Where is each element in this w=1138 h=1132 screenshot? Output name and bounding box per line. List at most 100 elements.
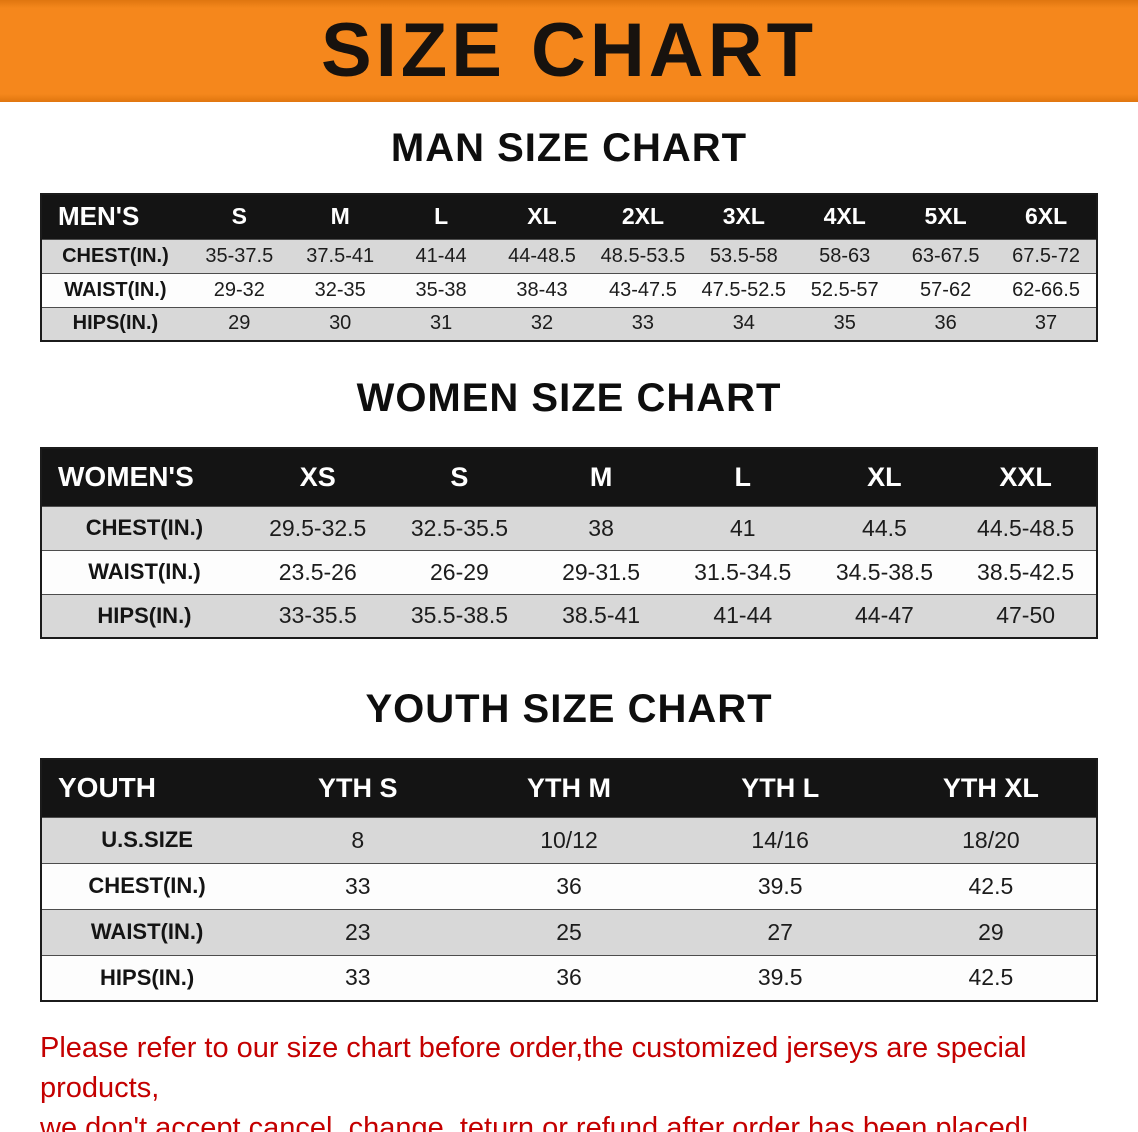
value-cell: 37 [1034, 312, 1058, 335]
value-cell: 47.5-52.5 [701, 278, 787, 301]
size-header-cell: YTH M [526, 772, 611, 803]
value-cell: 33 [631, 312, 655, 335]
value-cell: 33 [344, 872, 371, 899]
value-cell: 29 [228, 312, 251, 335]
value-cell: 35-37.5 [205, 244, 274, 267]
men-size-table: MEN'S S M L XL 2XL 3XL 4XL 5XL 6XL CHEST(IN.) 35-37… [40, 193, 1098, 342]
value-cell: 43-47.5 [608, 278, 677, 301]
row-label-cell: HIPS(IN.) [72, 312, 159, 335]
value-cell: 34 [732, 312, 755, 335]
table-row: WAIST(IN.) 23.5-26 26-29 29-31.5 31.5-34.5 34… [41, 550, 1097, 594]
value-cell: 47-50 [996, 602, 1056, 629]
row-label-cell: HIPS(IN.) [97, 602, 192, 628]
size-header-cell: YTH L [741, 772, 820, 803]
disclaimer-line-2: we don't accept cancel, change, teturn o… [40, 1112, 1029, 1132]
value-cell: 35.5-38.5 [410, 602, 509, 629]
value-cell: 14/16 [751, 826, 809, 853]
size-header-cell: XL [867, 461, 902, 492]
disclaimer-text: Please refer to our size chart before or… [40, 1028, 1110, 1132]
table-row: U.S.SIZE 8 10/12 14/16 18/20 [41, 817, 1097, 863]
table-row: WAIST(IN.) 23 25 27 29 [41, 909, 1097, 955]
value-cell: 67.5-72 [1012, 244, 1080, 267]
value-cell: 35-38 [415, 278, 467, 301]
women-size-section: WOMEN SIZE CHART WOMEN'S XS S M L XL XXL CHEST(… [0, 376, 1138, 639]
size-header-cell: L [734, 461, 752, 492]
value-cell: 32 [530, 312, 554, 335]
value-cell: 27 [767, 918, 793, 945]
value-cell: 38.5-42.5 [977, 558, 1075, 585]
value-cell: 36 [556, 964, 582, 991]
size-header-cell: XL [527, 203, 557, 230]
value-cell: 36 [556, 872, 582, 899]
youth-size-section: YOUTH SIZE CHART YOUTH YTH S YTH M YTH L YTH… [0, 687, 1138, 1002]
disclaimer-line-1: Please refer to our size chart before or… [40, 1032, 1027, 1104]
size-header-cell: 4XL [823, 203, 866, 230]
value-cell: 31 [429, 312, 453, 335]
size-header-cell: S [231, 203, 247, 230]
value-cell: 36 [934, 312, 957, 335]
table-header-row: MEN'S S M L XL 2XL 3XL 4XL 5XL 6XL [41, 194, 1097, 239]
row-label-cell: WAIST(IN.) [90, 919, 204, 944]
value-cell: 23.5-26 [278, 558, 357, 585]
value-cell: 34.5-38.5 [835, 558, 934, 585]
value-cell: 33-35.5 [278, 602, 357, 629]
table-header-row: WOMEN'S XS S M L XL XXL [41, 448, 1097, 506]
value-cell: 32-35 [314, 278, 366, 301]
banner-title: SIZE CHART [321, 8, 817, 93]
row-label-cell: U.S.SIZE [101, 827, 193, 852]
value-cell: 63-67.5 [911, 244, 980, 267]
value-cell: 25 [556, 918, 582, 945]
value-cell: 48.5-53.5 [600, 244, 686, 267]
row-label-cell: WAIST(IN.) [64, 278, 167, 301]
value-cell: 10/12 [540, 826, 598, 853]
row-label-cell: CHEST(IN.) [62, 244, 169, 267]
value-cell: 44.5-48.5 [977, 514, 1075, 541]
value-cell: 29-31.5 [562, 558, 641, 585]
table-row: HIPS(IN.) 33 36 39.5 42.5 [41, 955, 1097, 1001]
value-cell: 39.5 [757, 872, 803, 899]
women-size-table: WOMEN'S XS S M L XL XXL CHEST(IN.) 29.5-32.5 32.5… [40, 447, 1098, 639]
value-cell: 44-47 [855, 602, 914, 629]
row-label-cell: CHEST(IN.) [85, 515, 204, 540]
value-cell: 26-29 [430, 558, 489, 585]
value-cell: 57-62 [920, 278, 972, 301]
size-header-cell: M [589, 461, 613, 492]
size-header-cell: YTH S [318, 772, 398, 803]
table-title-cell: WOMEN'S [58, 461, 194, 493]
value-cell: 39.5 [757, 964, 803, 991]
value-cell: 32.5-35.5 [410, 514, 509, 541]
table-row: CHEST(IN.) 33 36 39.5 42.5 [41, 863, 1097, 909]
value-cell: 38.5-41 [562, 602, 641, 629]
row-label-cell: WAIST(IN.) [88, 559, 201, 584]
table-row: CHEST(IN.) 35-37.5 37.5-41 41-44 44-48.5 48.5… [41, 239, 1097, 273]
table-header-row: YOUTH YTH S YTH M YTH L YTH XL [41, 759, 1097, 817]
value-cell: 18/20 [962, 826, 1020, 853]
size-header-cell: XS [299, 461, 336, 492]
value-cell: 42.5 [968, 964, 1014, 991]
size-header-cell: XXL [999, 461, 1052, 492]
row-label-cell: HIPS(IN.) [100, 964, 195, 990]
size-chart-banner: SIZE CHART [0, 0, 1138, 102]
size-header-cell: 6XL [1024, 203, 1068, 230]
value-cell: 29-32 [213, 278, 265, 301]
size-header-cell: 5XL [924, 203, 967, 230]
value-cell: 23 [344, 918, 371, 945]
value-cell: 33 [344, 964, 371, 991]
value-cell: 41 [729, 514, 756, 541]
table-row: HIPS(IN.) 33-35.5 35.5-38.5 38.5-41 41-44 44-… [41, 594, 1097, 638]
table-row: WAIST(IN.) 29-32 32-35 35-38 38-43 43-47.5 47.… [41, 273, 1097, 307]
value-cell: 38-43 [516, 278, 568, 301]
table-row: HIPS(IN.) 29 30 31 32 33 34 35 36 37 [41, 307, 1097, 341]
youth-size-table: YOUTH YTH S YTH M YTH L YTH XL U.S.SIZE 8 10/12… [40, 758, 1098, 1002]
value-cell: 29 [978, 918, 1004, 945]
value-cell: 31.5-34.5 [694, 558, 792, 585]
men-size-section: MAN SIZE CHART MEN'S S M L XL 2XL 3XL 4XL 5XL 6XL… [0, 126, 1138, 342]
value-cell: 29.5-32.5 [269, 514, 367, 541]
table-title-cell: MEN'S [58, 201, 140, 232]
table-title-cell: YOUTH [58, 772, 156, 804]
women-section-heading: WOMEN SIZE CHART [356, 376, 782, 420]
value-cell: 52.5-57 [810, 278, 879, 301]
size-header-cell: 3XL [722, 203, 765, 230]
value-cell: 41-44 [415, 244, 467, 267]
value-cell: 37.5-41 [306, 244, 375, 267]
